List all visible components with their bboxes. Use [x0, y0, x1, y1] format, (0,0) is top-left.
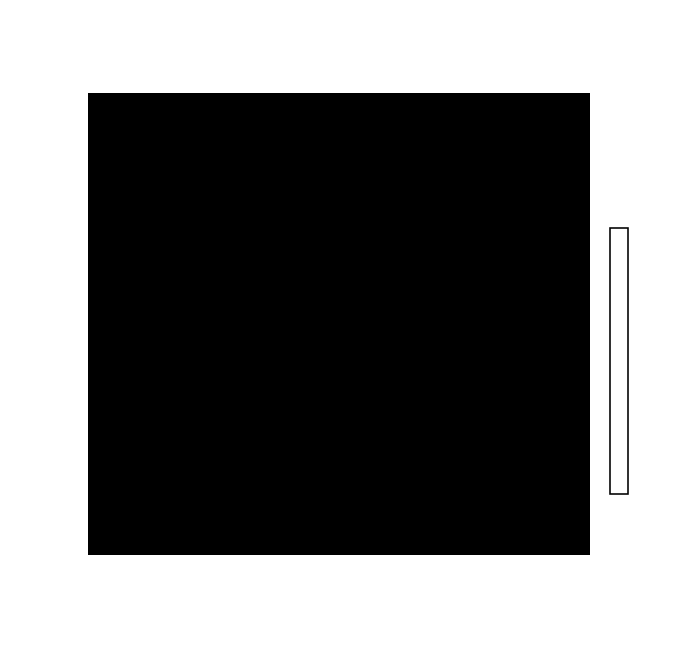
map-plot — [54, 81, 624, 591]
colorbar — [598, 198, 698, 508]
plume-red-core — [88, 93, 384, 514]
colorbar-gradient-bar — [609, 227, 629, 495]
map-svg — [88, 93, 590, 555]
colorbar-svg — [609, 227, 629, 495]
cyclone-swirl — [432, 302, 590, 458]
pm-field — [88, 93, 590, 555]
yellow-sea-white-mass — [105, 238, 295, 438]
sea-of-japan-streaks — [271, 133, 500, 315]
